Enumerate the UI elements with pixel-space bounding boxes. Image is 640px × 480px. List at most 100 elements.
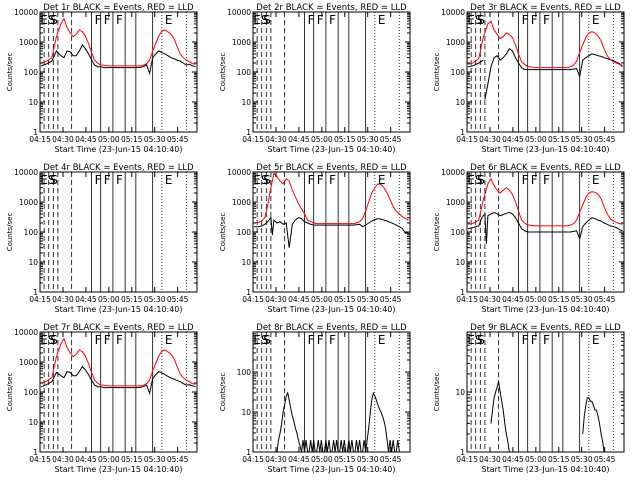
x-axis-label: Start Time (23-Jun-15 04:10:40) — [482, 145, 610, 154]
x-tick-label: 05:45 — [380, 135, 402, 144]
y-tick-label: 10000 — [441, 168, 465, 177]
chart-title: Det 4r BLACK = Events, RED = LLD — [43, 163, 194, 173]
marker-label: F — [329, 173, 336, 187]
y-tick-label: 10 — [28, 258, 38, 267]
marker-label: F — [531, 13, 538, 27]
x-tick-label: 05:45 — [380, 295, 402, 304]
chart-title: Det 8r BLACK = Events, RED = LLD — [256, 323, 407, 333]
plot-frame — [252, 331, 411, 453]
chart-title: Det 2r BLACK = Events, RED = LLD — [256, 3, 407, 13]
marker-label: E — [165, 333, 173, 347]
marker-label: F — [317, 173, 324, 187]
x-tick-label: 04:45 — [75, 295, 97, 304]
x-tick-label: 05:45 — [380, 455, 402, 464]
x-tick-label: 05:30 — [144, 135, 166, 144]
y-axis-label: Counts/sec — [6, 213, 14, 252]
y-tick-label: 10 — [455, 258, 465, 267]
y-tick-label: 10 — [28, 418, 38, 427]
series-line-events — [254, 216, 409, 248]
y-tick-label: 1000 — [446, 198, 465, 207]
plot-frame — [252, 171, 411, 293]
y-tick-label: 10000 — [227, 8, 251, 17]
marker-label: S — [50, 333, 58, 347]
chart-title: Det 7r BLACK = Events, RED = LLD — [43, 323, 194, 333]
marker-label: E — [592, 173, 600, 187]
x-tick-label: 05:00 — [311, 455, 333, 464]
x-tick-label: 05:30 — [357, 455, 379, 464]
x-tick-label: 05:00 — [525, 295, 547, 304]
x-tick-label: 04:15 — [456, 455, 478, 464]
x-tick-label: 05:00 — [98, 455, 120, 464]
y-tick-label: 100 — [237, 228, 252, 237]
y-tick-label: 10000 — [14, 328, 38, 337]
x-tick-label: 04:30 — [265, 295, 287, 304]
y-tick-label: 1000 — [232, 198, 251, 207]
y-tick-label: 1 — [460, 128, 465, 137]
x-tick-label: 05:00 — [525, 135, 547, 144]
marker-label: F — [531, 173, 538, 187]
x-tick-label: 04:30 — [52, 135, 74, 144]
marker-label: S — [263, 13, 271, 27]
marker-label: ES — [40, 333, 55, 347]
marker-label: F — [104, 333, 111, 347]
marker-label: ES — [467, 13, 482, 27]
marker-label: F — [522, 13, 529, 27]
y-tick-label: 10 — [455, 98, 465, 107]
x-axis-label: Start Time (23-Jun-15 04:10:40) — [482, 305, 610, 314]
x-tick-label: 04:45 — [502, 455, 524, 464]
y-axis-label: Counts/sec — [6, 373, 14, 412]
x-tick-label: 05:15 — [548, 295, 570, 304]
series-line-events — [484, 47, 623, 100]
x-tick-label: 05:00 — [98, 135, 120, 144]
plot-frame — [466, 331, 625, 453]
y-tick-label: 1000 — [19, 198, 38, 207]
series-line-events — [40, 43, 196, 76]
series-line-events — [467, 211, 623, 244]
marker-label: F — [317, 333, 324, 347]
x-tick-label: 04:30 — [52, 455, 74, 464]
y-tick-label: 10000 — [14, 168, 38, 177]
x-tick-label: 04:30 — [479, 135, 501, 144]
y-tick-label: 1 — [460, 288, 465, 297]
marker-label: ES — [40, 13, 55, 27]
y-tick-label: 10000 — [441, 8, 465, 17]
marker-label: E — [592, 13, 600, 27]
y-tick-label: 1000 — [19, 358, 38, 367]
marker-label: F — [308, 333, 315, 347]
series-line-events — [40, 365, 196, 396]
marker-label: E — [165, 173, 173, 187]
marker-label: E — [592, 333, 600, 347]
x-axis-label: Start Time (23-Jun-15 04:10:40) — [268, 465, 396, 474]
y-tick-label: 1 — [246, 288, 251, 297]
marker-label: F — [522, 173, 529, 187]
x-tick-label: 04:45 — [288, 455, 310, 464]
marker-label: F — [308, 173, 315, 187]
x-tick-label: 05:15 — [334, 135, 356, 144]
x-tick-label: 05:45 — [167, 295, 189, 304]
series-line-events — [468, 59, 484, 68]
marker-label: S — [50, 13, 58, 27]
plot-frame — [39, 11, 198, 133]
chart-title: Det 9r BLACK = Events, RED = LLD — [470, 323, 621, 333]
y-tick-label: 1000 — [19, 38, 38, 47]
series-line-lld — [254, 172, 409, 225]
x-tick-label: 04:15 — [29, 455, 51, 464]
y-tick-label: 100 — [237, 368, 252, 377]
y-axis-label: Counts/sec — [433, 213, 441, 252]
marker-label: S — [477, 13, 485, 27]
series-line-lld — [40, 337, 196, 387]
chart-title: Det 3r BLACK = Events, RED = LLD — [470, 3, 621, 13]
marker-label: F — [329, 13, 336, 27]
x-axis-label: Start Time (23-Jun-15 04:10:40) — [268, 145, 396, 154]
series-line-events — [582, 397, 605, 453]
x-tick-label: 05:00 — [311, 295, 333, 304]
x-tick-label: 05:15 — [548, 455, 570, 464]
x-tick-label: 04:45 — [288, 135, 310, 144]
marker-label: E — [378, 13, 386, 27]
